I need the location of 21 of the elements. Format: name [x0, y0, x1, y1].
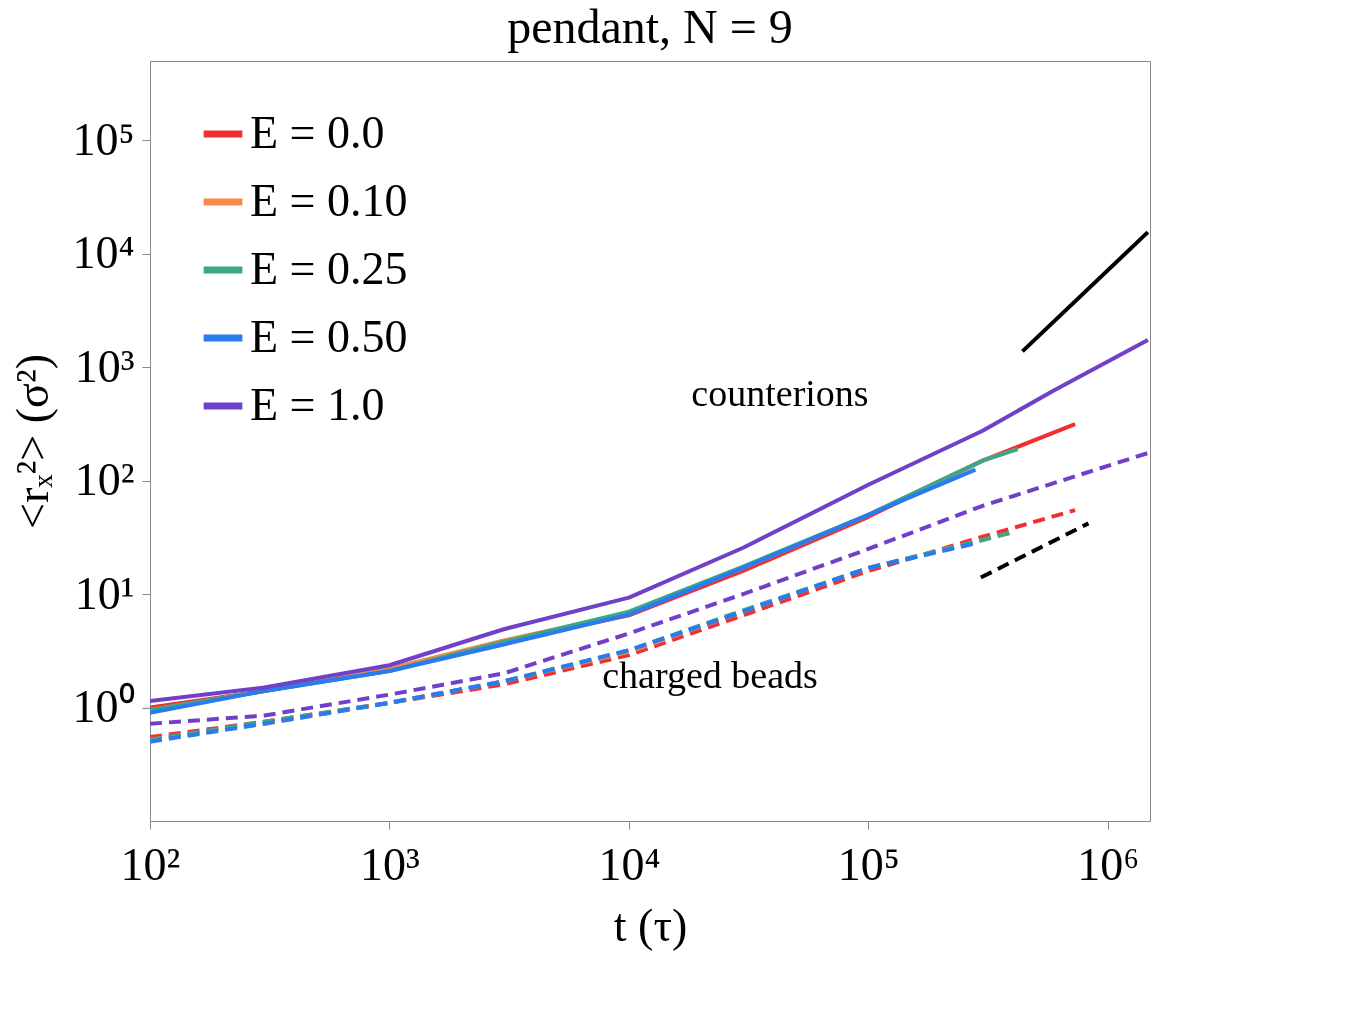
chart-title: pendant, N = 9 [507, 0, 793, 53]
x-tick-label: 10⁶ [1077, 838, 1140, 890]
legend-label: E = 0.0 [250, 107, 385, 158]
legend-label: E = 0.10 [250, 175, 408, 226]
y-tick-label: 10⁴ [72, 227, 135, 279]
legend-label: E = 1.0 [250, 379, 385, 430]
y-axis-title: <rₓ²> (σ²) [7, 353, 59, 530]
annotation: counterions [691, 372, 869, 415]
annotation: charged beads [602, 653, 818, 696]
y-tick-label: 10² [74, 454, 135, 506]
x-tick-label: 10³ [360, 838, 420, 890]
x-tick-label: 10² [120, 838, 181, 890]
x-tick-label: 10⁴ [598, 838, 661, 890]
x-axis-title: t (τ) [613, 899, 688, 951]
y-tick-label: 10⁰ [72, 681, 135, 733]
y-tick-label: 10¹ [74, 567, 135, 619]
legend-label: E = 0.25 [250, 243, 408, 294]
x-tick-label: 10⁵ [837, 838, 900, 890]
y-tick-label: 10³ [74, 340, 135, 392]
legend-label: E = 0.50 [250, 311, 408, 362]
y-tick-label: 10⁵ [72, 113, 135, 165]
